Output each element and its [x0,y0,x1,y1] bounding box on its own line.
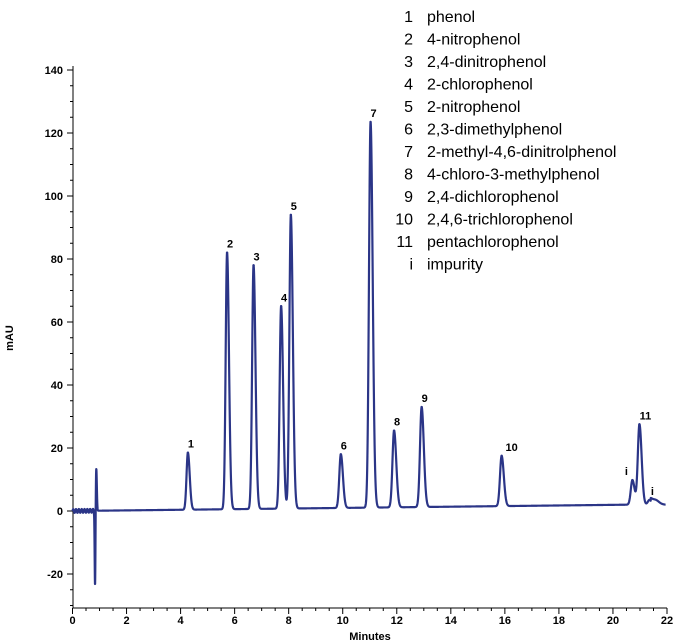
legend-entry: pentachlorophenol [427,234,559,251]
peak-point [638,423,641,426]
x-tick-label: 0 [69,615,75,627]
y-tick-label: 20 [51,443,63,455]
peak-label: 11 [640,410,652,422]
peak-point [279,305,283,308]
y-tick-label: 100 [45,191,63,203]
y-tick-label: 120 [45,128,63,140]
peak-point [369,120,372,124]
peak-point [339,453,343,456]
y-tick-label: 0 [57,506,63,518]
legend-number: i [409,257,413,274]
legend-entry: 4-nitrophenol [427,32,520,49]
x-tick-label: 10 [337,615,349,627]
peak-label: 10 [505,442,517,454]
y-tick-label: 60 [51,317,63,329]
y-tick-label: 40 [51,380,63,392]
peak-labels: 1 2 3 4 5 6 7 8 9 10 i 11 i [186,108,654,502]
peak-point [225,251,229,254]
legend-number: 4 [404,77,413,94]
x-tick-label: 14 [445,615,458,627]
peak-label: 5 [291,201,297,213]
x-tick-label: 6 [232,615,238,627]
legend-entry: 2-nitrophenol [427,99,520,116]
legend-entry: 2,4-dichlorophenol [427,189,559,206]
peak-point [631,478,634,482]
legend-entry: impurity [427,257,483,274]
y-tick-label: -20 [47,569,63,581]
legend-entry: 2,4,6-trichlorophenol [427,212,573,229]
peak-point [289,213,293,217]
legend-number: 6 [404,122,413,139]
x-tick-label: 16 [499,615,511,627]
peak-label: 7 [370,108,376,120]
legend-entry: 2-chlorophenol [427,77,533,94]
legend: 1 phenol 2 4-nitrophenol 3 2,4-dinitrophenol 4… [395,9,616,274]
legend-number: 9 [404,189,413,206]
legend-number: 11 [396,234,413,251]
y-axis-title: mAU [4,325,16,351]
x-tick-label: 8 [286,615,292,627]
chromatogram-trace [71,120,667,586]
peak-label: 8 [394,417,400,429]
peak-point [252,264,255,267]
peak-label: 6 [341,440,347,452]
peak-label: 2 [227,239,233,251]
peak-point [186,451,190,454]
legend-number: 2 [404,32,413,49]
peak-point [392,429,396,432]
x-axis-title: Minutes [349,631,391,643]
peak-point [420,405,423,409]
peak-point [500,454,503,458]
y-tick-label: 140 [45,65,63,77]
peak-point [648,498,651,502]
legend-number: 10 [395,212,413,229]
peak-label: 3 [253,251,259,263]
legend-entry: 2,3-dimethylphenol [427,122,562,139]
x-tick-label: 2 [123,615,129,627]
x-tick-label: 4 [178,615,185,627]
peak-label: 4 [281,292,288,304]
peak-label: 1 [188,439,194,451]
legend-number: 5 [404,99,413,116]
peak-label: i [651,486,654,498]
y-tick-label: 80 [51,254,63,266]
legend-entry: 4-chloro-3-methylphenol [427,167,600,184]
x-tick-label: 12 [391,615,403,627]
legend-number: 7 [404,144,413,161]
x-tick-label: 20 [607,615,619,627]
peak-label: i [625,466,628,478]
peak-label: 9 [422,393,428,405]
legend-entry: 2,4-dinitrophenol [427,54,546,71]
legend-number: 3 [404,54,413,71]
x-tick-label: 18 [553,615,565,627]
trace-layer [71,120,667,586]
x-tick-label: 22 [661,615,673,627]
legend-number: 8 [404,167,413,184]
legend-number: 1 [404,9,413,26]
legend-entry: phenol [427,9,475,26]
legend-entry: 2-methyl-4,6-dinitrolphenol [427,144,616,161]
